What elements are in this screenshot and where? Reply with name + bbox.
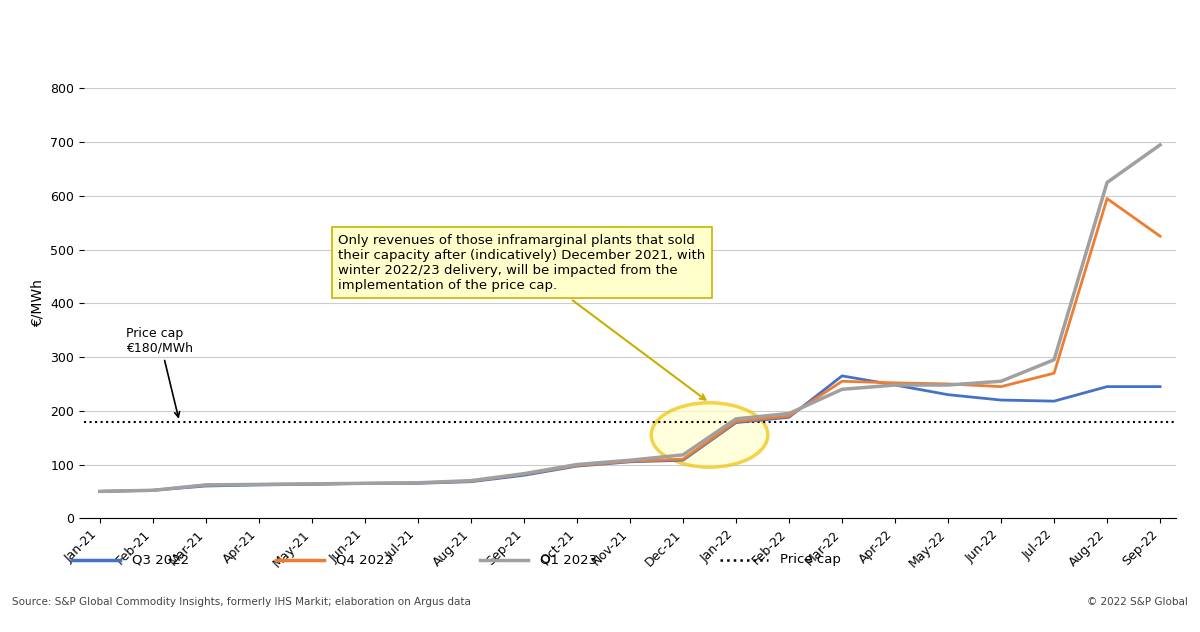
Y-axis label: €/MWh: €/MWh [31, 279, 44, 327]
Text: © 2022 S&P Global: © 2022 S&P Global [1087, 597, 1188, 607]
Text: Price cap
€180/MWh: Price cap €180/MWh [126, 327, 193, 417]
Text: Q3 2022: Q3 2022 [132, 554, 190, 566]
Text: Forward and day-ahead prices in Germany: Forward and day-ahead prices in Germany [14, 32, 480, 51]
Text: Only revenues of those inframarginal plants that sold
their capacity after (indi: Only revenues of those inframarginal pla… [338, 233, 706, 399]
Text: Price cap: Price cap [780, 554, 841, 566]
Text: Source: S&P Global Commodity Insights, formerly IHS Markit; elaboration on Argus: Source: S&P Global Commodity Insights, f… [12, 597, 470, 607]
Ellipse shape [652, 403, 768, 467]
Text: Q4 2022: Q4 2022 [336, 554, 394, 566]
Text: Q1 2023: Q1 2023 [540, 554, 598, 566]
